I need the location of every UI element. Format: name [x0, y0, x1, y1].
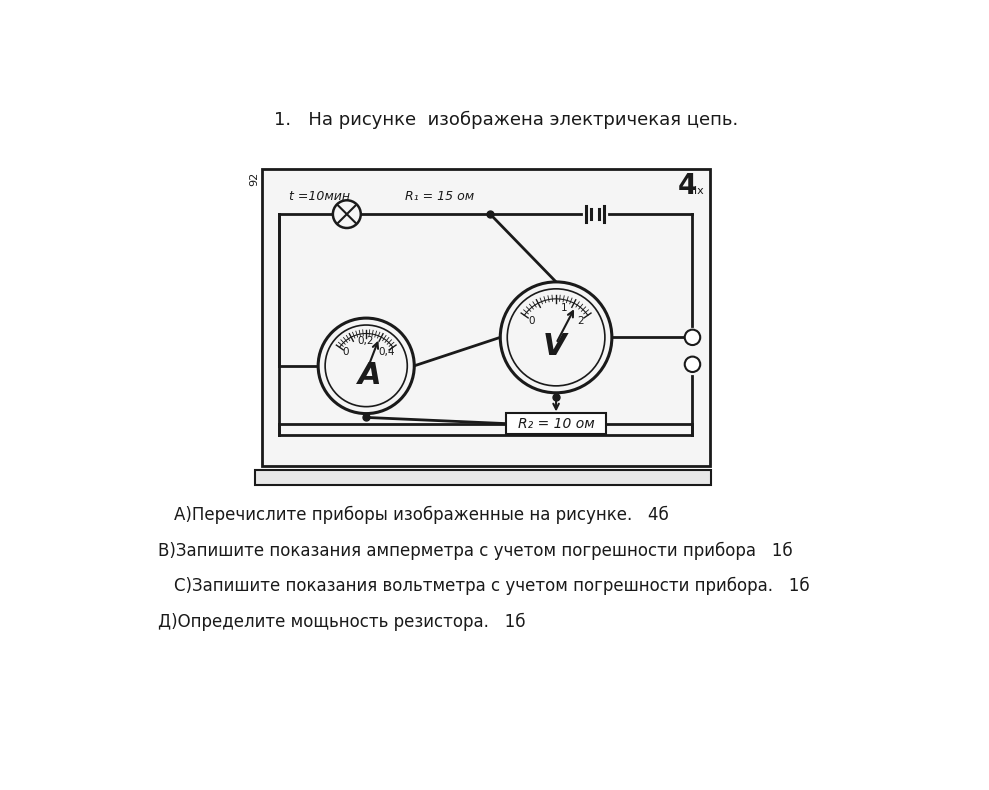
Text: R₁ = 15 ом: R₁ = 15 ом [405, 190, 474, 203]
Text: 1.   На рисунке  изображена электричекая цепь.: 1. На рисунке изображена электричекая це… [274, 111, 739, 129]
Circle shape [684, 356, 700, 372]
Text: 0: 0 [529, 315, 535, 325]
Text: 4: 4 [678, 172, 697, 201]
Text: 1: 1 [561, 303, 568, 313]
Text: R₂ = 10 ом: R₂ = 10 ом [517, 416, 594, 431]
Text: Д)Определите мощьность резистора.   1б: Д)Определите мощьность резистора. 1б [158, 613, 526, 631]
Circle shape [507, 289, 605, 386]
Text: t =10мин: t =10мин [289, 190, 350, 203]
Bar [261, 170, 709, 466]
Circle shape [684, 329, 700, 345]
Text: 92: 92 [249, 171, 259, 186]
Bar [255, 470, 711, 485]
Text: А)Перечислите приборы изображенные на рисунке.   4б: А)Перечислите приборы изображенные на ри… [174, 506, 669, 524]
Text: A: A [358, 360, 382, 389]
Text: 0,2: 0,2 [357, 337, 374, 346]
Bar [505, 413, 606, 435]
Text: В)Запишите показания амперметра с учетом погрешности прибора   1б: В)Запишите показания амперметра с учетом… [158, 541, 793, 560]
Text: V: V [543, 332, 567, 361]
Text: С)Запишите показания вольтметра с учетом погрешности прибора.   1б: С)Запишите показания вольтметра с учетом… [174, 577, 810, 595]
Circle shape [318, 318, 414, 414]
Circle shape [325, 325, 407, 407]
Text: ix: ix [694, 186, 703, 196]
Text: 2: 2 [577, 315, 584, 325]
Circle shape [500, 282, 612, 393]
Text: 0: 0 [342, 347, 349, 357]
Circle shape [333, 201, 361, 228]
Text: 0,4: 0,4 [378, 347, 395, 357]
